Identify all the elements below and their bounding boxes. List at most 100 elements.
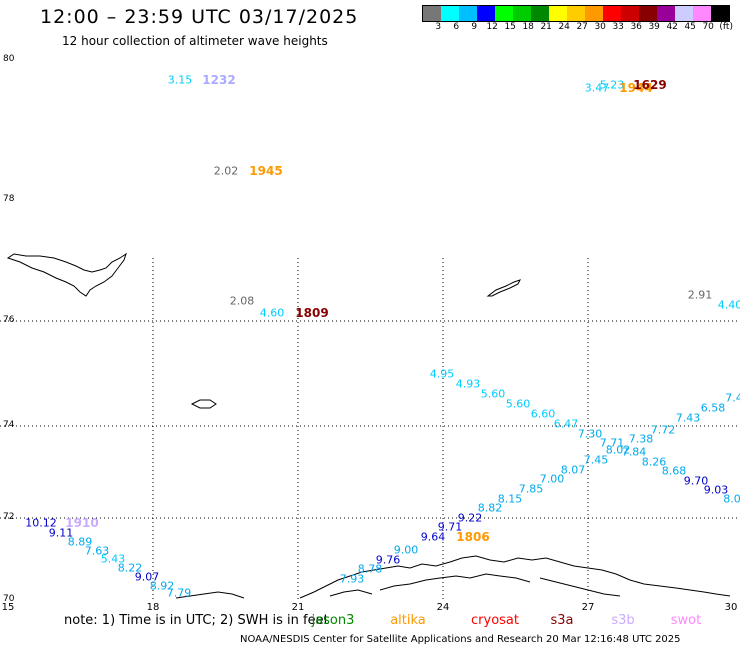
norway-coast <box>175 555 731 599</box>
wave-height-label: 8.82 <box>477 501 503 515</box>
wave-height-label: 7.4 <box>725 391 740 405</box>
colorbar-swatch <box>675 6 693 21</box>
colorbar-swatch <box>711 6 729 21</box>
colorbar-label: 24 <box>558 22 570 32</box>
wave-height-label: 5.23 <box>599 78 625 92</box>
colorbar-swatch <box>693 6 711 21</box>
colorbar-label: 36 <box>630 22 642 32</box>
colorbar-label: 18 <box>522 22 534 32</box>
wave-height-label: 9.00 <box>393 543 419 557</box>
wave-height-label: 8.0 <box>723 492 740 506</box>
colorbar-swatch <box>567 6 585 21</box>
wave-height-label: 8.78 <box>357 562 383 576</box>
mission-legend-item: swot <box>670 613 702 628</box>
wave-height-label: 7.00 <box>539 472 565 486</box>
wave-height-colorbar <box>422 5 730 22</box>
wave-height-label: 4.93 <box>455 377 481 391</box>
colorbar-label: (ft) <box>719 22 733 32</box>
mission-legend-item: jason3 <box>311 613 355 628</box>
lat-label: 70 <box>3 594 15 604</box>
colorbar-swatch <box>423 6 441 21</box>
wave-height-label: 8.26 <box>641 455 667 469</box>
pass-time-label: 1629 <box>633 78 667 92</box>
lat-label: 80 <box>3 54 15 64</box>
lat-label: 74 <box>3 420 15 430</box>
colorbar-tick-labels: 3 6 9 12 15 18 21 24 27 30 33 36 39 42 45 70 (ft) <box>422 22 733 34</box>
colorbar-label: 3 <box>435 22 442 32</box>
mission-legend-item: altika <box>390 613 426 628</box>
lon-label: 30 <box>724 602 738 613</box>
wave-height-label: 7.45 <box>583 453 609 467</box>
pass-time-label: 1232 <box>202 73 236 87</box>
wave-height-label: 9.76 <box>375 553 401 567</box>
lon-label: 15 <box>1 602 15 613</box>
lon-label: 24 <box>436 602 450 613</box>
colorbar-label: 33 <box>612 22 624 32</box>
bear-island <box>190 399 217 409</box>
colorbar-swatch <box>459 6 477 21</box>
pass-time-label: 1944 <box>619 81 653 95</box>
wave-height-label: 7.93 <box>339 572 365 586</box>
wave-height-label: 2.02 <box>213 164 239 178</box>
lat-label: 72 <box>3 512 15 522</box>
wave-height-label: 7.30 <box>577 427 603 441</box>
colorbar-label: 6 <box>453 22 460 32</box>
lon-label: 21 <box>291 602 305 613</box>
mission-legend-item: s3b <box>611 613 635 628</box>
colorbar-label: 45 <box>684 22 696 32</box>
colorbar-label: 70 <box>702 22 714 32</box>
colorbar-swatch <box>495 6 513 21</box>
wave-height-label: 9.70 <box>683 474 709 488</box>
wave-height-label: 7.63 <box>84 544 110 558</box>
wave-height-label: 6.58 <box>700 401 726 415</box>
mission-legend-item: s3a <box>550 613 574 628</box>
colorbar-label: 30 <box>594 22 606 32</box>
page-subtitle: 12 hour collection of altimeter wave hei… <box>62 34 328 48</box>
colorbar-swatch <box>477 6 495 21</box>
colorbar-label: 42 <box>666 22 678 32</box>
mission-legend-item: cryosat <box>471 613 519 628</box>
wave-height-label: 7.79 <box>166 586 192 600</box>
colorbar-label: 39 <box>648 22 660 32</box>
wave-height-label: 6.60 <box>530 407 556 421</box>
svalbard-coast <box>6 252 127 297</box>
lat-label: 78 <box>3 194 15 204</box>
colorbar-swatch <box>549 6 567 21</box>
wave-height-label: 6.47 <box>553 417 579 431</box>
wave-height-label: 9.64 <box>420 530 446 544</box>
wave-height-label: 7.38 <box>628 432 654 446</box>
wave-height-label: 9.71 <box>437 520 463 534</box>
wave-height-label: 8.02 <box>605 443 631 457</box>
wave-height-label: 3.15 <box>167 73 193 87</box>
wave-height-label: 8.22 <box>117 561 143 575</box>
colorbar-swatch <box>639 6 657 21</box>
wave-height-label: 7.72 <box>650 423 676 437</box>
wave-height-label: 5.43 <box>100 552 126 566</box>
wave-height-label: 5.60 <box>480 387 506 401</box>
colorbar-swatch <box>441 6 459 21</box>
wave-height-label: 8.15 <box>497 492 523 506</box>
wave-height-label: 8.07 <box>560 463 586 477</box>
lat-label: 76 <box>3 315 15 325</box>
colorbar-swatch <box>531 6 549 21</box>
page-title: 12:00 – 23:59 UTC 03/17/2025 <box>40 6 359 28</box>
colorbar-label: 27 <box>576 22 588 32</box>
colorbar-swatch <box>585 6 603 21</box>
coastlines <box>6 252 731 599</box>
wave-height-label: 5.60 <box>505 397 531 411</box>
wave-height-label: 9.11 <box>48 526 74 540</box>
pass-time-label: 1910 <box>65 516 99 530</box>
wave-height-label: 9.22 <box>457 511 483 525</box>
pass-time-label: 1945 <box>249 164 283 178</box>
wave-height-label: 8.92 <box>149 579 175 593</box>
wave-height-label: 9.07 <box>134 570 160 584</box>
colorbar-swatch <box>603 6 621 21</box>
colorbar-swatch <box>621 6 639 21</box>
lon-label: 18 <box>146 602 160 613</box>
pass-time-label: 1809 <box>295 306 329 320</box>
pass-time-label: 1806 <box>456 530 490 544</box>
colorbar-label: 21 <box>540 22 552 32</box>
wave-height-label: 4.40 <box>717 298 740 312</box>
wave-height-label: 10.12 <box>25 516 57 530</box>
wave-height-label: 8.68 <box>661 464 687 478</box>
